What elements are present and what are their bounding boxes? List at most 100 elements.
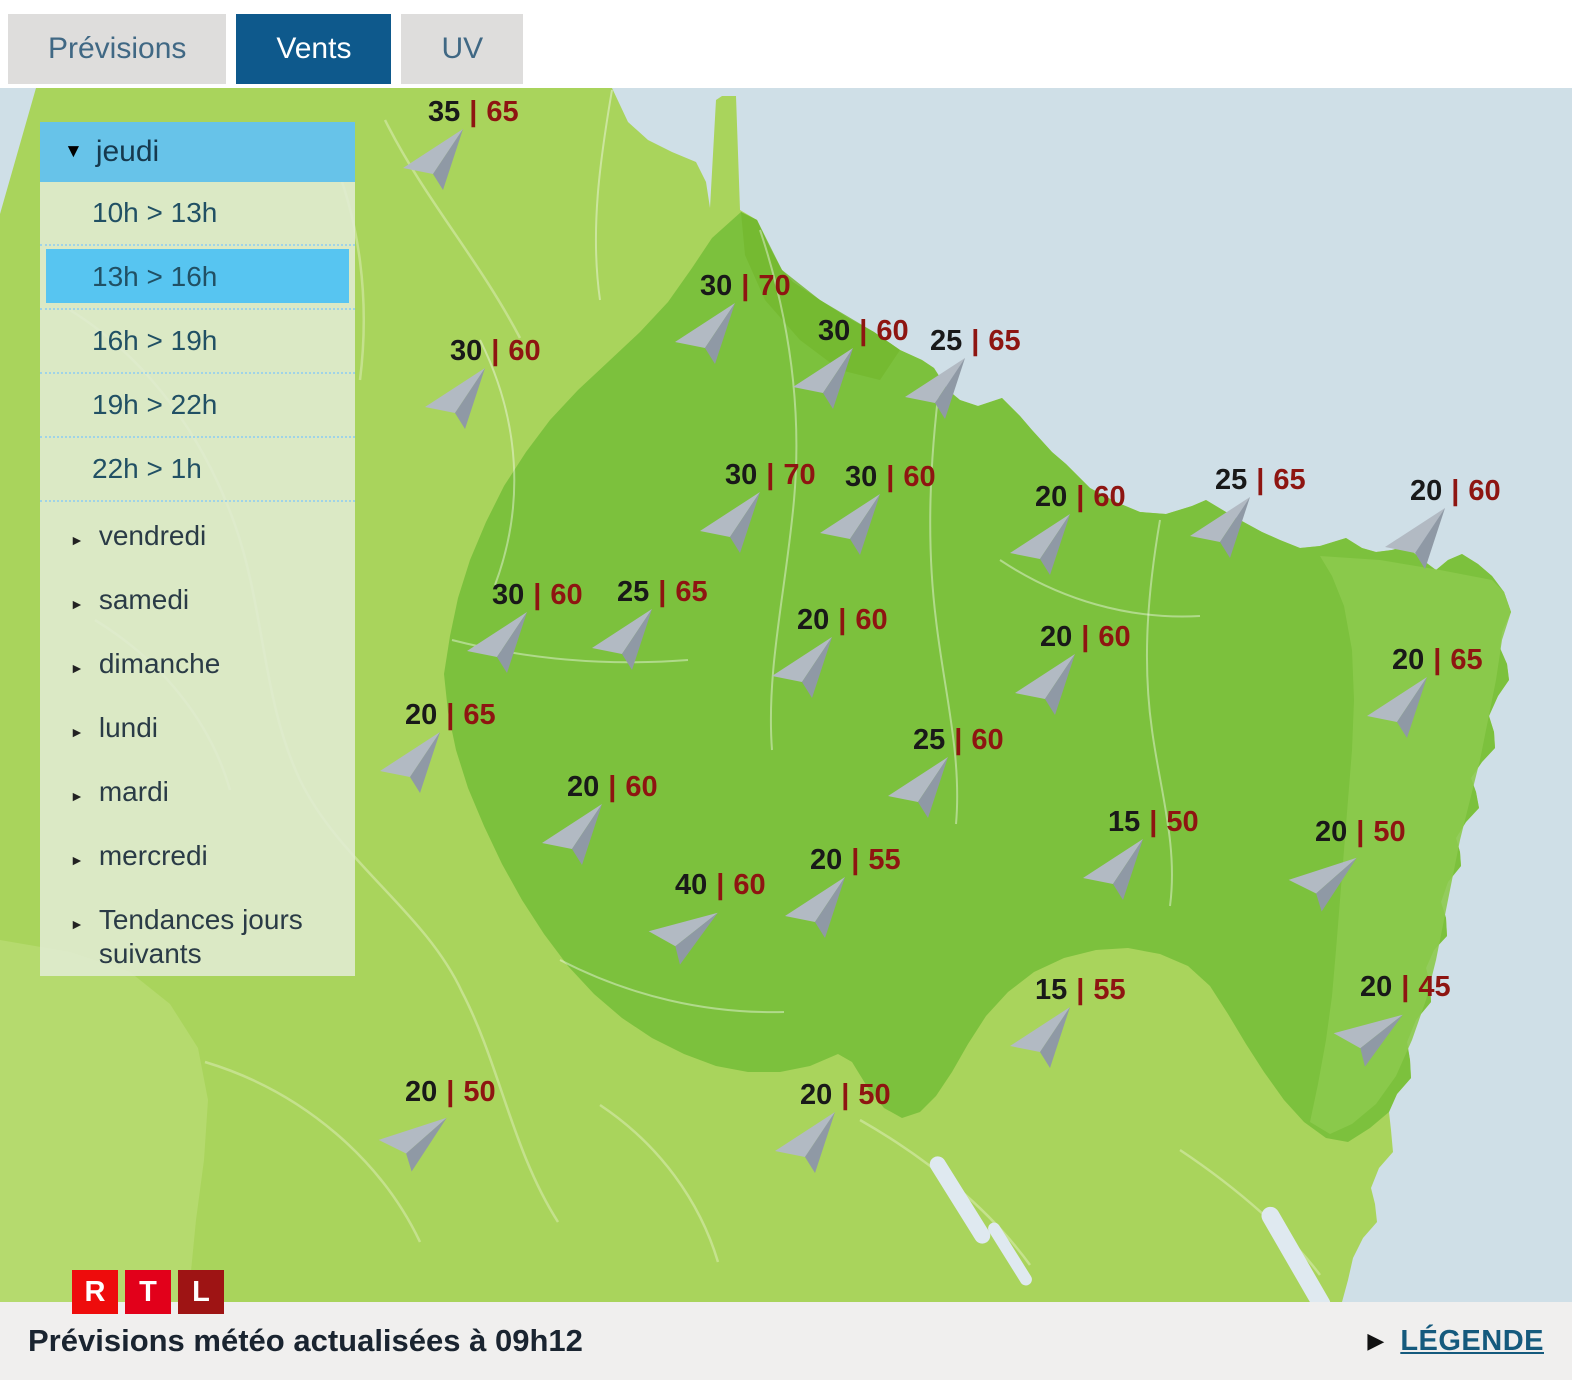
day-label: mardi [98, 776, 169, 807]
wind-arrow-icon [1385, 508, 1445, 569]
wind-speed-value: 20 [800, 1079, 833, 1111]
wind-gust-value: 60 [1468, 475, 1501, 507]
wind-speed-value: 20 [1315, 816, 1348, 848]
tab-pr-visions[interactable]: Prévisions [8, 14, 227, 84]
map-region-area [444, 212, 1511, 1142]
wind-arrow-icon [700, 492, 760, 553]
wind-arrow-icon [592, 609, 652, 670]
wind-label: 20 | 60 [1035, 483, 1126, 512]
selected-day-label: jeudi [95, 135, 160, 168]
wind-separator: | [1451, 475, 1460, 507]
wind-arrow-icon [905, 358, 965, 419]
wind-speed-value: 25 [930, 325, 963, 357]
wind-separator: | [1401, 971, 1410, 1003]
sidebar-day-mardi[interactable]: ► mardi [40, 758, 355, 822]
wind-speed-value: 30 [450, 335, 483, 367]
wind-label: 20 | 50 [1315, 818, 1406, 847]
tab-vents[interactable]: Vents [236, 14, 392, 84]
wind-arrow-icon [1083, 839, 1143, 900]
wind-separator: | [1081, 621, 1090, 653]
wind-gust-value: 60 [550, 579, 583, 611]
wind-separator: | [1256, 464, 1265, 496]
sidebar-day-samedi[interactable]: ► samedi [40, 566, 355, 630]
wind-gust-value: 60 [855, 604, 888, 636]
wind-arrow-icon [785, 877, 845, 938]
map-department-borders [451, 89, 1201, 1014]
wind-speed-value: 30 [700, 270, 733, 302]
sidebar-day-dimanche[interactable]: ► dimanche [40, 630, 355, 694]
update-status-text: Prévisions météo actualisées à 09h12 [28, 1323, 583, 1358]
wind-speed-value: 20 [1040, 621, 1073, 653]
wind-speed-value: 30 [845, 461, 878, 493]
wind-arrow-icon [1015, 654, 1075, 715]
wind-arrow-icon [467, 612, 527, 673]
sidebar-day-lundi[interactable]: ► lundi [40, 694, 355, 758]
wind-label: 15 | 55 [1035, 976, 1126, 1005]
wind-label: 20 | 45 [1360, 973, 1451, 1002]
day-label: lundi [98, 712, 159, 743]
wind-speed-value: 20 [567, 771, 600, 803]
wind-separator: | [954, 724, 963, 756]
wind-speed-value: 20 [810, 844, 843, 876]
sidebar-slot-16h-19h[interactable]: 16h > 19h [40, 310, 355, 374]
day-label: vendredi [98, 520, 207, 551]
arrow-right-icon: ► [70, 532, 84, 548]
sidebar-day-mercredi[interactable]: ► mercredi [40, 822, 355, 886]
wind-separator: | [841, 1079, 850, 1111]
wind-speed-value: 20 [1410, 475, 1443, 507]
wind-gust-value: 60 [903, 461, 936, 493]
wind-arrow-icon [1010, 514, 1070, 575]
sidebar-slot-13h-16h[interactable]: 13h > 16h [40, 246, 355, 310]
wind-gust-value: 55 [868, 844, 901, 876]
wind-gust-value: 60 [876, 315, 909, 347]
wind-separator: | [971, 325, 980, 357]
wind-gust-value: 65 [1450, 644, 1483, 676]
wind-gust-value: 60 [1093, 481, 1126, 513]
day-label: Tendances jours suivants [98, 904, 303, 969]
wind-label: 20 | 60 [1040, 623, 1131, 652]
rtl-logo-letter-t: T [125, 1270, 171, 1314]
wind-speed-value: 20 [405, 1076, 438, 1108]
wind-gust-value: 55 [1093, 974, 1126, 1006]
wind-separator: | [838, 604, 847, 636]
wind-separator: | [886, 461, 895, 493]
wind-speed-value: 30 [725, 459, 758, 491]
wind-separator: | [1433, 644, 1442, 676]
wind-label: 30 | 70 [725, 461, 816, 490]
wind-label: 20 | 50 [405, 1078, 496, 1107]
tab-uv[interactable]: UV [401, 14, 524, 84]
legend-link[interactable]: ▶ LÉGENDE [1367, 1325, 1544, 1358]
wind-separator: | [533, 579, 542, 611]
sidebar-slot-22h-1h[interactable]: 22h > 1h [40, 438, 355, 502]
wind-arrow-icon [1288, 857, 1357, 912]
footer-bar: Prévisions météo actualisées à 09h12 ▶ L… [0, 1302, 1572, 1380]
arrow-right-icon: ► [70, 852, 84, 868]
map-sea-streaks [929, 1156, 1331, 1314]
sidebar-slot-10h-13h[interactable]: 10h > 13h [40, 182, 355, 246]
arrow-right-icon: ► [70, 724, 84, 740]
rtl-logo-letter-r: R [72, 1270, 118, 1314]
wind-gust-value: 60 [971, 724, 1004, 756]
wind-label: 20 | 55 [810, 846, 901, 875]
wind-label: 30 | 60 [450, 337, 541, 366]
wind-label: 20 | 60 [567, 773, 658, 802]
sidebar-day-tendances-jours-suivants[interactable]: ► Tendances jours suivants [40, 886, 355, 970]
sidebar-slot-19h-22h[interactable]: 19h > 22h [40, 374, 355, 438]
time-slot-label: 19h > 22h [92, 389, 218, 420]
arrow-right-icon: ► [70, 788, 84, 804]
wind-gust-value: 65 [988, 325, 1021, 357]
wind-gust-value: 60 [625, 771, 658, 803]
wind-arrow-icon [380, 732, 440, 793]
time-slot-label: 22h > 1h [92, 453, 202, 484]
wind-arrow-icon [675, 303, 735, 364]
arrow-right-icon: ► [70, 916, 84, 932]
sidebar-day-vendredi[interactable]: ► vendredi [40, 502, 355, 566]
wind-separator: | [1076, 481, 1085, 513]
time-slot-list: 10h > 13h 13h > 16h 16h > 19h 19h > 22h 22h … [40, 182, 355, 502]
day-label: dimanche [98, 648, 221, 679]
legend-label: LÉGENDE [1400, 1324, 1544, 1357]
wind-speed-value: 20 [1360, 971, 1393, 1003]
sidebar-day-jeudi[interactable]: ▼ jeudi [40, 122, 355, 182]
play-icon: ▶ [1367, 1328, 1385, 1353]
wind-speed-value: 25 [913, 724, 946, 756]
